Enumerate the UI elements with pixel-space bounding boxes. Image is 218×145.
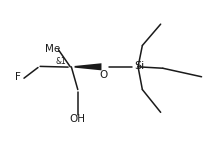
Polygon shape [75,63,101,70]
Text: Me: Me [45,44,61,54]
Text: OH: OH [70,114,86,124]
Text: &1: &1 [55,57,66,66]
Text: O: O [99,70,108,80]
Text: Si: Si [134,61,144,71]
Text: F: F [15,72,20,83]
